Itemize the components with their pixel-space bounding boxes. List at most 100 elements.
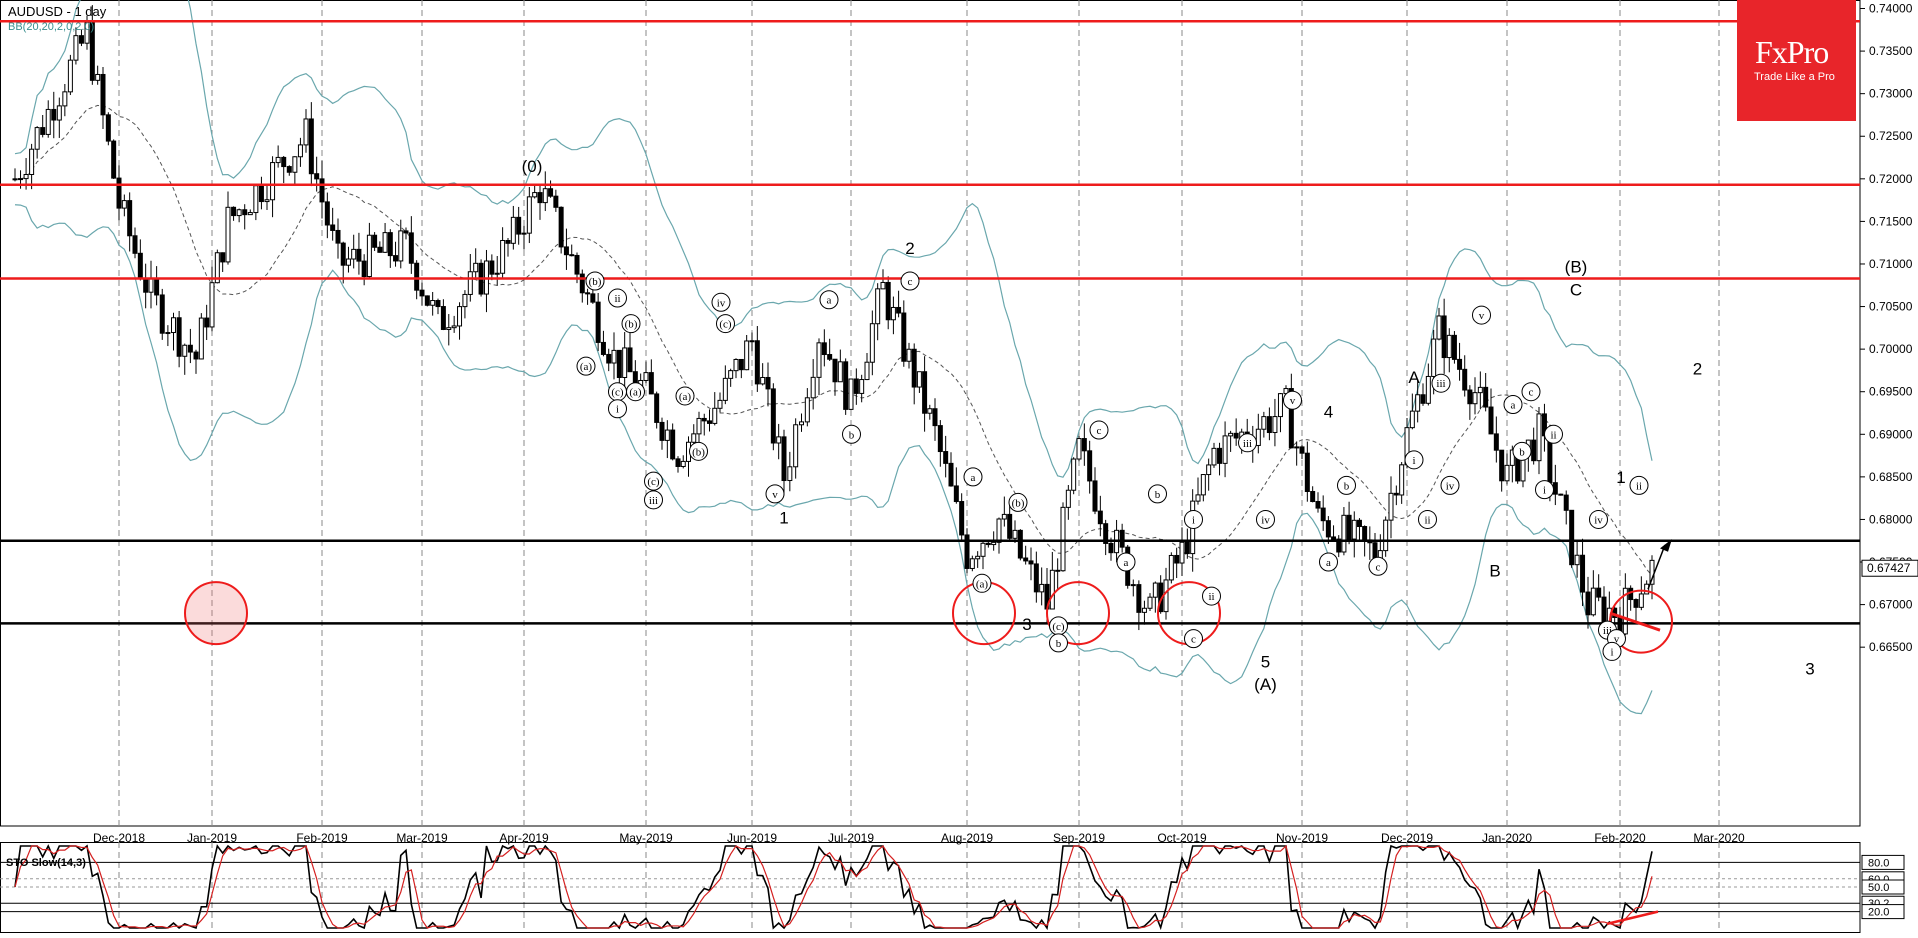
candle-body <box>34 127 40 150</box>
candle-body <box>489 260 495 275</box>
candle-body <box>1163 579 1169 613</box>
candle-body <box>670 429 676 460</box>
candle-body <box>1622 587 1628 635</box>
wave-sublabel: a <box>1511 399 1516 411</box>
candle-body <box>793 424 799 468</box>
candle-body <box>1457 358 1463 370</box>
bb-upper <box>14 0 1653 478</box>
wave-label-circle <box>1544 424 1563 444</box>
wave-label-circle <box>972 573 992 593</box>
candle-body <box>1081 438 1087 452</box>
candle-body <box>799 421 804 426</box>
candle-body <box>1315 501 1321 509</box>
candle-body <box>500 239 506 274</box>
candle-body <box>526 196 532 234</box>
candle-body <box>738 358 744 371</box>
osc-level-label: 80.0 <box>1868 857 1889 869</box>
candle-body <box>1493 433 1499 451</box>
candle-body <box>1071 458 1077 491</box>
candle-body <box>154 277 160 296</box>
candle-body <box>627 347 633 373</box>
price-tick-label: 0.71000 <box>1869 257 1913 271</box>
price-axis: 0.74000 0.73500 0.73000 0.72500 0.72000 0.715… <box>1860 2 1918 654</box>
candle-body <box>281 156 287 168</box>
candle-body <box>440 306 446 330</box>
time-tick-label: Dec-2018 <box>93 831 145 845</box>
wave-label-circle <box>963 467 983 487</box>
candle-body <box>927 408 933 414</box>
candle-body <box>198 317 204 360</box>
wave-label-circle <box>1535 480 1554 500</box>
wave-sublabel: (c) <box>611 387 624 399</box>
candle-body <box>1638 593 1644 608</box>
projection-arrow <box>1647 544 1666 590</box>
candle-body <box>182 344 188 357</box>
candle-body <box>372 234 378 248</box>
candle-body <box>859 379 865 394</box>
candle-body <box>1184 541 1190 555</box>
trend-line <box>1609 611 1661 632</box>
wave-label-circle <box>819 290 839 310</box>
wave-label-circle <box>711 292 731 312</box>
wave-label-circle <box>765 484 785 504</box>
candle-body <box>165 332 171 335</box>
candle-body <box>906 348 912 362</box>
candle-body <box>532 192 538 198</box>
candle-body <box>1346 514 1352 540</box>
wave-label-circle <box>1404 450 1424 470</box>
wave-sublabel: (b) <box>1012 497 1025 509</box>
bollinger-bands <box>14 0 1653 715</box>
candle-body <box>1488 406 1494 435</box>
price-tick-label: 0.66500 <box>1869 640 1913 654</box>
candle-body <box>457 306 463 327</box>
candle-body <box>1415 394 1421 412</box>
wave-sublabel: v <box>1479 310 1485 322</box>
candle-body <box>1097 510 1103 525</box>
candle-body <box>1076 438 1082 460</box>
candle-body <box>744 340 750 371</box>
candle-body <box>377 246 383 253</box>
candle-body <box>1420 394 1426 404</box>
wave-sublabel: iii <box>1243 438 1252 450</box>
candle-body <box>225 206 231 263</box>
candle-body <box>1039 583 1045 593</box>
candle-body <box>1017 529 1023 559</box>
candle-body <box>1152 582 1158 598</box>
candle-body <box>948 462 954 487</box>
osc-level-label: 50.0 <box>1868 882 1889 894</box>
candle-body <box>810 376 816 399</box>
candle-body <box>648 372 654 395</box>
time-tick-label: Mar-2020 <box>1693 831 1745 845</box>
wave-label-circle <box>1319 552 1338 572</box>
candle-body <box>1033 563 1039 593</box>
candle-body <box>1272 416 1278 434</box>
time-tick-label: Dec-2019 <box>1381 831 1433 845</box>
candle-body <box>56 105 62 121</box>
candle-body <box>579 273 585 294</box>
logo-brand: FxPro <box>1755 34 1829 70</box>
wave-label-circle <box>1238 433 1257 453</box>
candle-body <box>553 195 559 208</box>
candle-body <box>78 35 84 44</box>
wave-label-circle <box>1008 492 1028 512</box>
wave-sublabel: i <box>1610 646 1613 658</box>
wave-label-circle <box>716 314 735 334</box>
wave-label: (B) <box>1565 257 1588 276</box>
wave-label-circle <box>842 424 861 444</box>
wave-sublabel: b <box>1519 446 1525 458</box>
candle-body <box>1065 489 1071 508</box>
wave-label-circle <box>585 271 605 291</box>
candle-body <box>253 185 259 214</box>
candle-body <box>1504 464 1510 482</box>
candle-body <box>345 258 351 266</box>
time-tick-label: Jan-2019 <box>187 831 237 845</box>
wave-label-circle <box>1472 305 1491 325</box>
candle-body <box>473 262 479 273</box>
candle-body <box>148 277 154 293</box>
candle-body <box>521 232 527 235</box>
candle-body <box>804 397 810 423</box>
candle-body <box>1320 507 1326 522</box>
candle-body <box>1103 523 1109 544</box>
candle-body <box>896 306 902 314</box>
